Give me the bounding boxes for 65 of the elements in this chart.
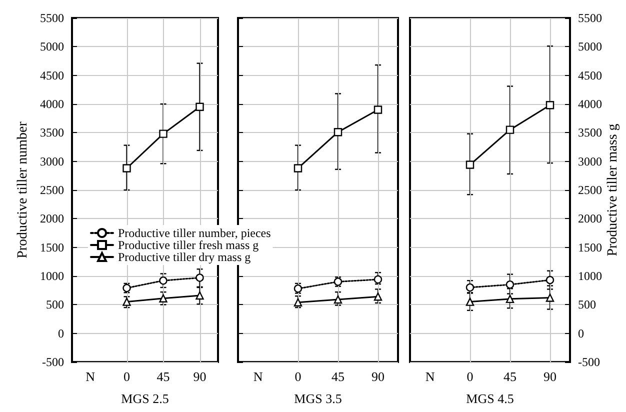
x-tick-label: 45 — [332, 369, 344, 384]
point — [506, 126, 514, 134]
x-tick-label: 0 — [294, 369, 302, 384]
point — [546, 294, 554, 302]
x-tick-label: 45 — [504, 369, 516, 384]
x-tick-label: 45 — [156, 369, 170, 384]
point — [466, 298, 474, 306]
y-tick-label: 4500 — [40, 68, 64, 82]
legend-label: Productive tiller number, pieces — [118, 226, 272, 240]
point — [159, 294, 168, 302]
y-tick-label: 5500 — [40, 11, 64, 25]
point — [122, 298, 131, 306]
y-tick-label: 3000 — [578, 154, 602, 168]
point — [196, 291, 204, 300]
point — [196, 274, 204, 282]
y-tick-label: -500 — [42, 355, 64, 369]
y-axis-title: Productive tiller mass g — [606, 124, 620, 256]
x-tick-label: N — [253, 369, 264, 384]
point — [374, 275, 382, 284]
point — [159, 130, 168, 138]
x-tick-label: 90 — [544, 369, 556, 384]
y-axis-title: Productive tiller number — [16, 121, 30, 258]
x-tick-label: 0 — [466, 369, 474, 384]
y-tick-label: 500 — [578, 298, 596, 312]
y-tick-label: 5000 — [578, 40, 602, 54]
y-tick-label: 2500 — [578, 183, 602, 197]
legend-label: Productive tiller dry mass g — [118, 250, 251, 264]
x-axis-title: MGS 4.5 — [466, 391, 514, 406]
y-tick-label: 1000 — [40, 269, 64, 283]
y-tick-label: -500 — [578, 355, 600, 369]
y-tick-label: 3000 — [40, 154, 64, 168]
y-tick-label: 1500 — [40, 240, 64, 254]
x-tick-label: 90 — [193, 369, 206, 384]
x-axis-title: MGS 2.5 — [121, 391, 169, 406]
x-tick-label: N — [425, 369, 436, 384]
y-tick-label: 2500 — [40, 183, 64, 197]
y-tick-label: 500 — [46, 298, 64, 312]
y-tick-label: 3500 — [578, 126, 602, 140]
y-tick-label: 4500 — [578, 68, 602, 82]
point — [466, 160, 474, 169]
point — [122, 164, 131, 172]
x-axis-title: MGS 3.5 — [294, 391, 342, 406]
y-tick-label: 1000 — [578, 269, 602, 283]
point — [159, 276, 168, 285]
x-tick-label: 90 — [372, 369, 384, 384]
y-tick-label: 2000 — [40, 212, 64, 226]
y-tick-label: 5000 — [40, 40, 64, 54]
y-tick-label: 0 — [578, 326, 584, 340]
y-tick-label: 0 — [58, 326, 64, 340]
y-tick-label: 4000 — [578, 97, 602, 111]
x-tick-label: N — [86, 369, 96, 384]
point — [196, 102, 204, 111]
y-tick-label: 4000 — [40, 97, 64, 111]
y-tick-label: 3500 — [40, 126, 64, 140]
y-tick-label: 5500 — [578, 11, 602, 25]
y-tick-label: 2000 — [578, 212, 602, 226]
x-tick-label: 0 — [124, 369, 130, 384]
point — [374, 292, 382, 301]
point — [334, 128, 342, 136]
legend-label: Productive tiller fresh mass g — [118, 238, 259, 252]
point — [334, 295, 342, 304]
point — [374, 106, 382, 114]
point — [294, 164, 302, 172]
y-tick-label: 1500 — [578, 240, 602, 254]
point — [546, 101, 554, 110]
